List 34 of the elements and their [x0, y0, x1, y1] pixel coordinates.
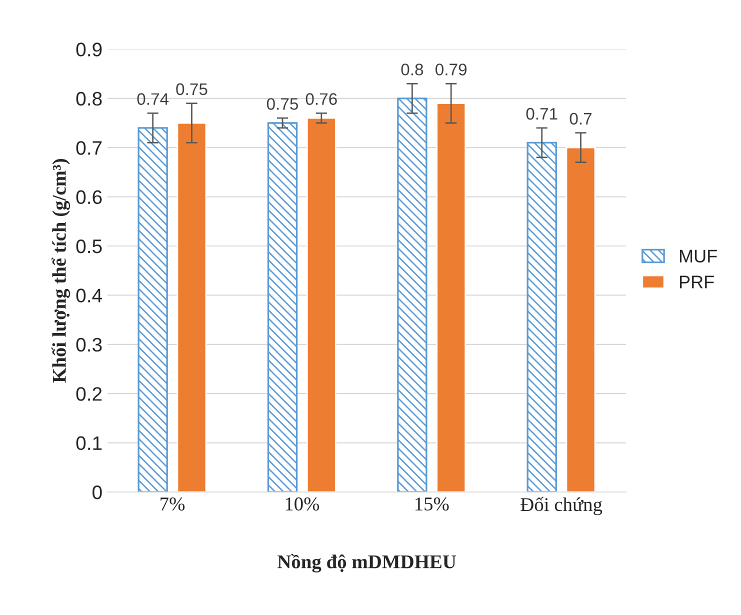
bar: [526, 142, 557, 492]
bar: [138, 127, 168, 492]
y-tick-label: 0.3: [76, 338, 102, 352]
y-tick-label: 0.9: [76, 42, 102, 56]
bar: [267, 122, 298, 492]
data-label: 0.75: [176, 83, 208, 96]
data-label: 0.7: [570, 112, 592, 125]
x-tick-label: Đối chứng: [520, 496, 602, 516]
x-tick-label: 15%: [416, 497, 449, 511]
y-tick-label: 0: [92, 485, 102, 500]
y-tick-label: 0.1: [76, 436, 102, 450]
data-label: 0.76: [306, 93, 337, 105]
y-tick-label: 0.8: [76, 92, 102, 106]
data-label: 0.79: [436, 64, 467, 76]
legend-label: PRF: [680, 276, 714, 288]
data-label: 0.74: [137, 93, 169, 105]
bar: [436, 102, 466, 492]
x-axis-title: Nồng độ mDMDHEU: [278, 554, 456, 572]
y-tick-label: 0.7: [76, 141, 102, 155]
bar: [176, 122, 207, 492]
legend-label: MUF: [680, 250, 717, 263]
bar: [306, 117, 336, 492]
x-tick-label: 7%: [160, 497, 185, 511]
y-tick-label: 0.6: [76, 190, 102, 204]
y-axis-title: Khối lượng thể tích (g/cm³): [52, 159, 70, 383]
data-label: 0.75: [266, 98, 298, 110]
y-tick-label: 0.5: [76, 239, 102, 254]
bar: [566, 146, 596, 492]
x-tick-label: 10%: [286, 497, 320, 511]
data-label: 0.8: [401, 64, 424, 76]
y-tick-label: 0.4: [76, 288, 102, 302]
bar: [397, 98, 428, 492]
data-label: 0.71: [526, 108, 558, 120]
y-tick-label: 0.2: [76, 387, 102, 401]
